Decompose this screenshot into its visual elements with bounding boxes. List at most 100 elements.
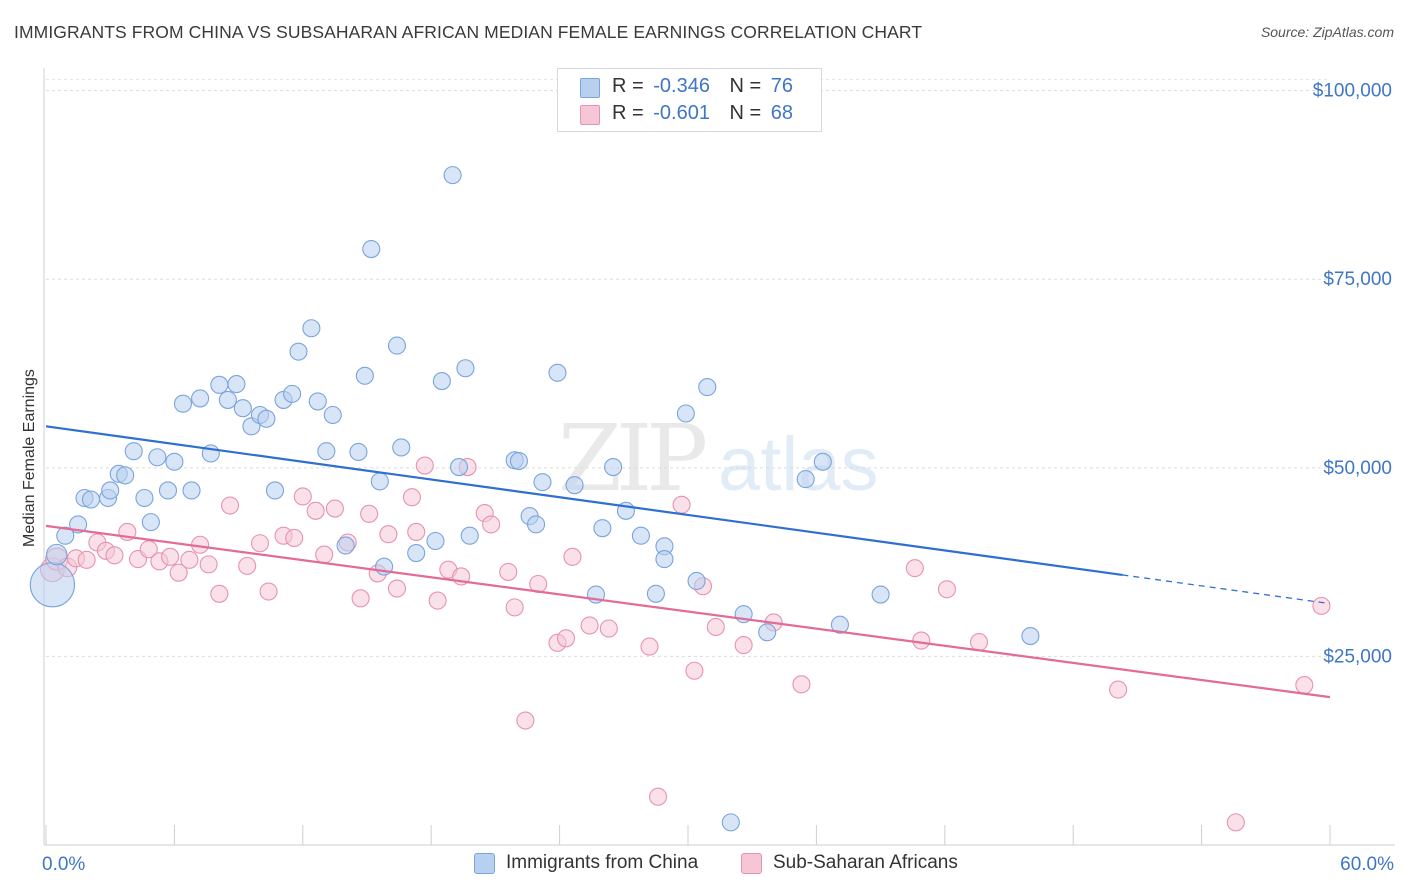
africa-point (428, 591, 447, 610)
china-point (355, 366, 374, 385)
watermark-zip: ZIP (558, 405, 705, 512)
chart-title: IMMIGRANTS FROM CHINA VS SUBSAHARAN AFRI… (14, 22, 923, 42)
africa-point (351, 589, 370, 608)
china-point (604, 458, 623, 477)
china-point (646, 584, 665, 603)
x-tick-label: 0.0% (42, 854, 85, 875)
china-point (349, 442, 368, 462)
china-point (449, 458, 469, 477)
africa-point (407, 522, 426, 541)
legend-swatch-china (580, 78, 600, 98)
africa-point (210, 584, 229, 603)
africa-point (912, 631, 931, 650)
africa-point (640, 637, 659, 656)
africa-point (1312, 596, 1331, 615)
africa-point (580, 616, 599, 635)
africa-point (1295, 676, 1314, 695)
china-point (432, 372, 451, 391)
china-point (191, 389, 210, 408)
china-point (565, 476, 584, 495)
china-point (1021, 626, 1040, 646)
africa-point (387, 579, 407, 598)
legend-n-value-china: 76 (770, 75, 794, 97)
china-point (796, 470, 815, 489)
china-point (323, 405, 342, 425)
africa-point (482, 515, 501, 534)
x-tick-labels: 0.0% 60.0% (42, 854, 1394, 875)
china-point (655, 550, 674, 569)
china-point (631, 526, 650, 545)
china-point (81, 490, 100, 509)
y-tick-label: $25,000 (1323, 646, 1392, 667)
china-point (210, 375, 229, 394)
china-point (227, 375, 246, 394)
legend: R = -0.346 N = 76 R = -0.601 N = 68 (557, 68, 822, 132)
china-point (45, 543, 68, 566)
africa-point (563, 547, 582, 566)
watermark: ZIP atlas (558, 405, 879, 512)
africa-points (39, 456, 1331, 832)
africa-point (685, 661, 704, 680)
china-point (721, 813, 740, 832)
africa-point (905, 559, 924, 578)
africa-point (937, 580, 956, 599)
china-point (407, 544, 426, 563)
china-point (302, 319, 321, 338)
legend-r-label: R = (612, 75, 644, 97)
china-point (443, 166, 462, 185)
china-point (336, 536, 355, 555)
china-point (218, 390, 237, 409)
china-point (141, 513, 160, 532)
legend-n-label: N = (729, 102, 762, 124)
africa-point (499, 562, 518, 581)
china-point (135, 488, 154, 508)
africa-point (77, 550, 96, 569)
gridlines (46, 78, 1330, 657)
china-point (687, 571, 706, 591)
x-tick-label: 60.0% (1340, 854, 1394, 875)
legend-n-label: N = (729, 75, 762, 97)
axes (43, 68, 1395, 846)
watermark-atlas: atlas (718, 422, 879, 507)
china-point (758, 623, 777, 642)
china-trend-extension (1122, 574, 1331, 605)
africa-point (792, 675, 811, 694)
bottom-legend-label-africa: Sub-Saharan Africans (773, 852, 958, 873)
china-point (387, 336, 407, 355)
bottom-legend-label-china: Immigrants from China (506, 852, 699, 873)
legend-swatch-africa (580, 105, 600, 125)
africa-point (706, 617, 725, 637)
china-point (593, 519, 612, 538)
china-point (392, 438, 411, 457)
africa-point (180, 550, 199, 569)
africa-trend-line (45, 524, 1331, 699)
china-point (871, 585, 890, 604)
legend-r-value-africa: -0.601 (653, 102, 710, 124)
china-point (116, 466, 135, 485)
china-point (289, 342, 308, 361)
china-trend-line (45, 425, 1123, 577)
africa-point (360, 504, 379, 523)
africa-point (672, 495, 691, 514)
china-point (148, 448, 167, 467)
africa-point (238, 556, 257, 575)
africa-point (505, 598, 524, 617)
china-point (533, 473, 552, 492)
china-point (101, 481, 120, 500)
china-point (317, 442, 336, 461)
africa-point (315, 545, 334, 564)
africa-point (293, 487, 312, 506)
china-point (165, 452, 184, 471)
trend-lines (45, 425, 1331, 699)
africa-point (169, 563, 188, 582)
china-point (460, 526, 479, 545)
legend-r-label: R = (612, 102, 644, 124)
china-point (56, 526, 75, 545)
africa-point (285, 528, 304, 548)
africa-point (325, 499, 344, 518)
legend-n-value-africa: 68 (770, 102, 794, 124)
china-point (362, 239, 381, 259)
africa-point (199, 555, 218, 574)
africa-point (969, 633, 989, 652)
